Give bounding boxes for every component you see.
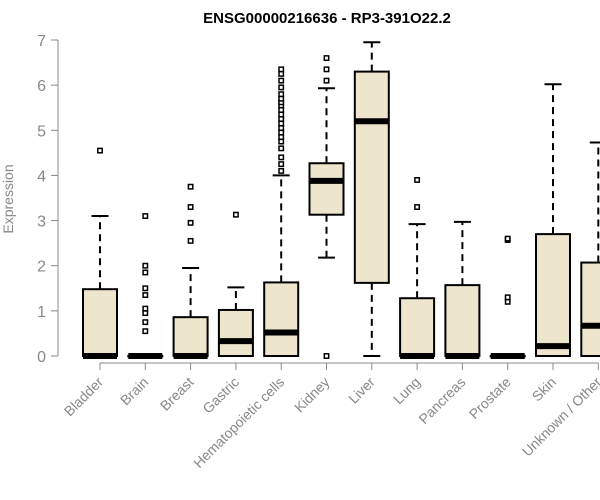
x-tick-label: Liver xyxy=(345,374,378,407)
outlier-point xyxy=(504,298,511,305)
outlier-point xyxy=(278,129,285,136)
iqr-box xyxy=(399,297,436,357)
outlier-point xyxy=(278,70,285,77)
x-tick-label: Breast xyxy=(157,374,197,414)
y-tick-label: 5 xyxy=(37,123,46,140)
y-axis-label: Expression xyxy=(0,164,16,233)
outlier-point xyxy=(142,269,149,276)
outlier-point xyxy=(142,319,149,326)
outlier-point xyxy=(142,285,149,292)
outlier-point xyxy=(278,145,285,152)
outlier-point xyxy=(97,147,103,154)
x-tick-label: Bladder xyxy=(61,374,107,420)
iqr-box xyxy=(217,308,254,357)
outlier-point xyxy=(278,125,285,131)
y-axis: 0 1 2 3 4 5 6 7 xyxy=(37,33,59,366)
outlier-point xyxy=(278,138,285,145)
outlier-point xyxy=(504,294,511,301)
box-unknown-other xyxy=(580,141,600,358)
x-tick-label: Kidney xyxy=(291,374,333,416)
outlier-point xyxy=(278,107,285,113)
iqr-box xyxy=(444,284,481,357)
outlier-point xyxy=(142,305,149,312)
outlier-point xyxy=(278,116,285,122)
outlier-point xyxy=(504,235,511,242)
x-tick-label: Lung xyxy=(390,374,423,407)
y-tick-label: 0 xyxy=(37,349,46,366)
x-tick-label: Pancreas xyxy=(415,374,468,427)
outlier-point xyxy=(278,77,285,84)
outlier-point xyxy=(142,328,149,335)
box-hematopoietic-cells xyxy=(263,66,300,357)
y-tick-label: 3 xyxy=(37,214,46,231)
outlier-point xyxy=(187,219,194,226)
outlier-point xyxy=(323,66,330,73)
iqr-box xyxy=(535,233,571,357)
outlier-point xyxy=(414,204,421,210)
outlier-point xyxy=(278,111,285,118)
y-tick-label: 2 xyxy=(37,259,46,276)
outlier-point xyxy=(278,95,285,102)
outlier-point xyxy=(323,55,330,62)
x-tick-label: Unknown / Other xyxy=(519,374,600,460)
outlier-point xyxy=(278,161,285,168)
outlier-point xyxy=(323,77,330,84)
x-tick-label: Gastric xyxy=(199,374,242,417)
y-tick-label: 4 xyxy=(37,168,46,185)
outlier-point xyxy=(323,353,330,359)
x-tick-label: Skin xyxy=(529,374,560,405)
y-tick-label: 6 xyxy=(37,78,46,95)
outlier-point xyxy=(278,154,285,161)
outlier-point xyxy=(187,183,194,190)
outlier-point xyxy=(278,120,285,127)
box-lung xyxy=(399,176,436,359)
outlier-point xyxy=(414,176,421,183)
iqr-box xyxy=(308,162,345,216)
x-tick-label: Brain xyxy=(117,374,151,408)
outlier-point xyxy=(278,84,285,91)
iqr-box xyxy=(580,261,600,358)
outlier-point xyxy=(278,134,285,141)
y-tick-label: 7 xyxy=(37,33,46,50)
outlier-point xyxy=(232,211,239,218)
outlier-point xyxy=(278,66,285,73)
box-pancreas xyxy=(444,220,481,359)
box-kidney xyxy=(308,55,345,359)
box-brain xyxy=(127,213,164,359)
outlier-point xyxy=(278,91,285,98)
box-gastric xyxy=(217,211,254,357)
outlier-point xyxy=(142,310,149,317)
boxes-group xyxy=(82,41,600,359)
iqr-box xyxy=(82,288,118,357)
box-bladder xyxy=(82,147,118,359)
outlier-point xyxy=(142,213,149,220)
box-breast xyxy=(172,183,209,359)
outlier-point xyxy=(142,262,149,269)
box-skin xyxy=(535,83,571,357)
iqr-box xyxy=(353,70,390,284)
y-tick-label: 1 xyxy=(37,304,46,321)
outlier-point xyxy=(142,292,149,299)
outlier-point xyxy=(278,167,285,174)
x-tick-label: Prostate xyxy=(466,374,514,422)
iqr-box xyxy=(172,316,209,358)
outlier-point xyxy=(187,204,194,210)
box-liver xyxy=(353,41,390,357)
chart-title: ENSG00000216636 - RP3-391O22.2 xyxy=(203,10,451,27)
outlier-point xyxy=(187,237,194,244)
iqr-box xyxy=(263,281,300,357)
box-prostate xyxy=(489,235,526,359)
